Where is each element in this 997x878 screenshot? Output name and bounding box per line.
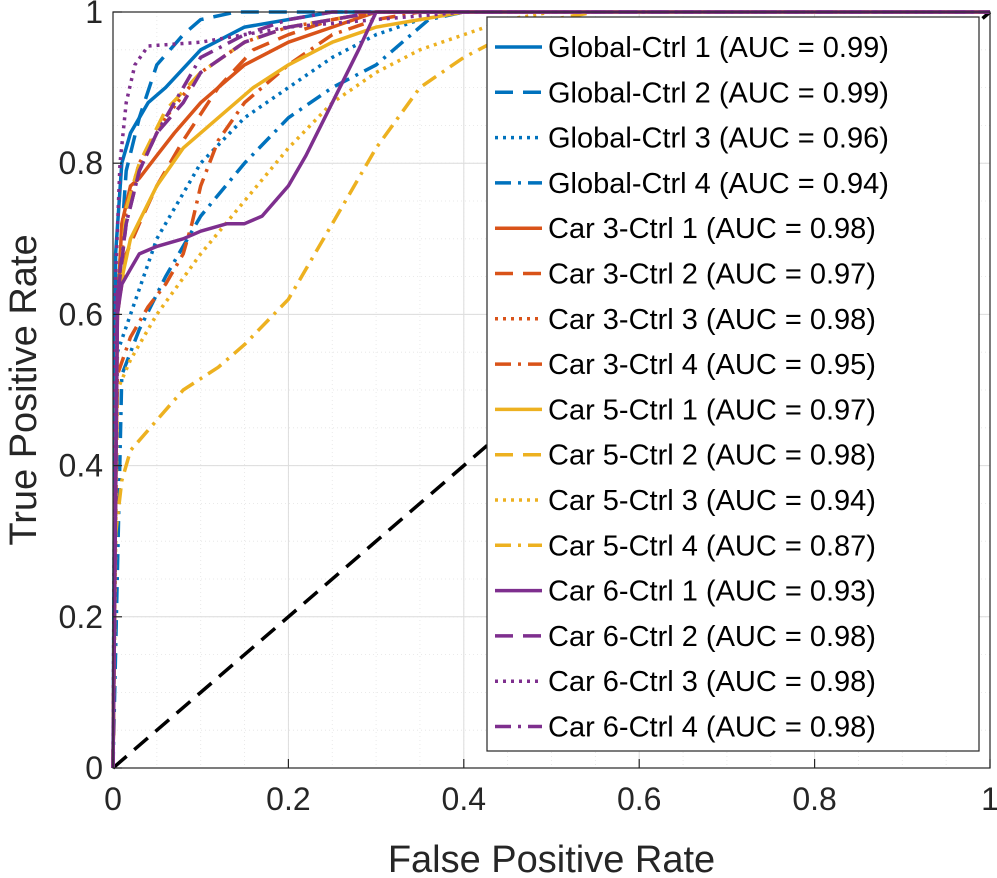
legend-label-11: Car 5-Ctrl 3 (AUC = 0.94) xyxy=(548,485,876,517)
legend-label-14: Car 6-Ctrl 2 (AUC = 0.98) xyxy=(548,621,876,653)
roc-curve-16 xyxy=(111,10,990,769)
legend-label-1: Global-Ctrl 1 (AUC = 0.99) xyxy=(548,32,889,64)
x-axis-label: False Positive Rate xyxy=(388,839,715,878)
legend-label-2: Global-Ctrl 2 (AUC = 0.99) xyxy=(548,77,889,109)
legend-box xyxy=(486,16,980,752)
axis-ticks: 0 0.2 0.4 0.6 0.8 1 0 0.2 0.4 0.6 0.8 1 xyxy=(59,0,997,817)
x-tick-label: 0.6 xyxy=(617,781,661,817)
y-tick-label: 0 xyxy=(85,750,103,786)
x-tick-label: 0.8 xyxy=(792,781,836,817)
y-tick-label: 0.4 xyxy=(59,448,103,484)
y-tick-label: 1 xyxy=(85,0,103,30)
legend-label-16: Car 6-Ctrl 4 (AUC = 0.98) xyxy=(548,712,876,744)
x-tick-label: 0 xyxy=(104,781,122,817)
x-tick-label: 0.4 xyxy=(442,781,486,817)
legend-label-9: Car 5-Ctrl 1 (AUC = 0.97) xyxy=(548,394,876,426)
y-axis-label: True Positive Rate xyxy=(3,234,45,545)
roc-curve-1 xyxy=(111,10,990,769)
legend: Global-Ctrl 1 (AUC = 0.99) Global-Ctrl 2 … xyxy=(486,16,980,752)
roc-curve-13 xyxy=(111,10,990,769)
x-tick-label: 0.2 xyxy=(266,781,310,817)
x-tick-label: 1 xyxy=(981,781,997,817)
roc-curve-9 xyxy=(111,10,990,769)
y-tick-label: 0.8 xyxy=(59,145,103,181)
legend-label-3: Global-Ctrl 3 (AUC = 0.96) xyxy=(548,123,889,155)
legend-label-6: Car 3-Ctrl 2 (AUC = 0.97) xyxy=(548,259,876,291)
legend-label-12: Car 5-Ctrl 4 (AUC = 0.87) xyxy=(548,530,876,562)
legend-label-15: Car 6-Ctrl 3 (AUC = 0.98) xyxy=(548,666,876,698)
legend-label-10: Car 5-Ctrl 2 (AUC = 0.98) xyxy=(548,440,876,472)
legend-label-5: Car 3-Ctrl 1 (AUC = 0.98) xyxy=(548,213,876,245)
y-tick-label: 0.2 xyxy=(59,599,103,635)
legend-label-13: Car 6-Ctrl 1 (AUC = 0.93) xyxy=(548,576,876,608)
roc-curve-4 xyxy=(111,10,990,769)
y-tick-label: 0.6 xyxy=(59,296,103,332)
legend-label-4: Global-Ctrl 4 (AUC = 0.94) xyxy=(548,168,889,200)
roc-curve-5 xyxy=(111,10,990,769)
legend-label-7: Car 3-Ctrl 3 (AUC = 0.98) xyxy=(548,304,876,336)
legend-label-8: Car 3-Ctrl 4 (AUC = 0.95) xyxy=(548,349,876,381)
roc-curve-8 xyxy=(111,10,990,769)
roc-curve-15 xyxy=(111,10,990,769)
plot-area-border xyxy=(112,11,991,769)
